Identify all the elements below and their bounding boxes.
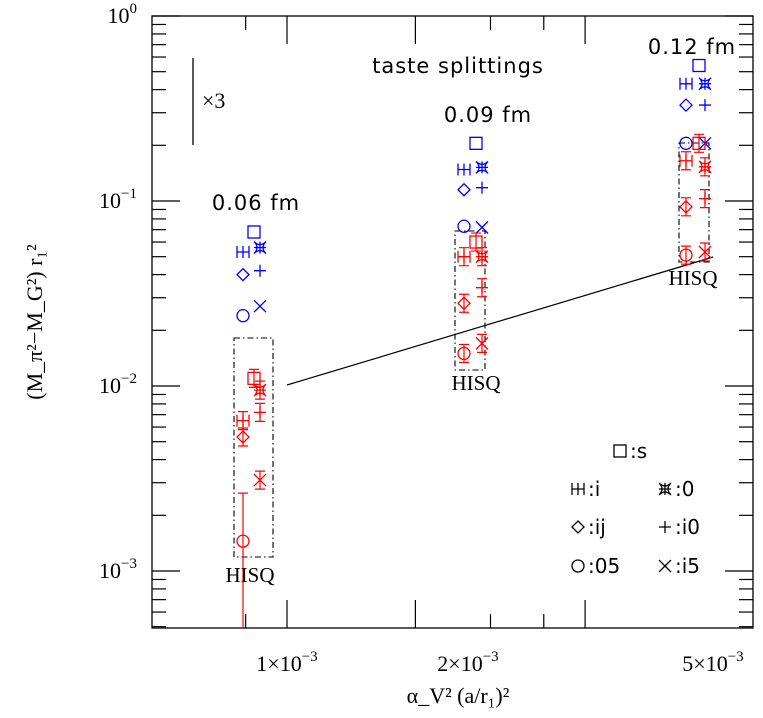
plus-mark [659, 521, 671, 533]
hisq-label: HISQ [225, 563, 274, 587]
y-tick-labels: 100 10−1 10−2 10−3 [99, 1, 137, 583]
annotations: taste splittings ×3 0.06 fm HISQ 0.09 fm HIS… [202, 35, 736, 587]
y-tick-label: 10−1 [99, 186, 137, 213]
legend-symbol-circle [572, 560, 584, 572]
x-tick-labels: 1×10−3 2×10−3 5×10−3 [256, 649, 743, 676]
plus-bar-mark [680, 78, 692, 90]
lattice-spacing-label: 0.06 fm [212, 191, 300, 215]
data-point-asqtad [680, 78, 692, 90]
concave-mark [254, 242, 266, 254]
error-bar [681, 246, 691, 264]
diamond-mark [572, 521, 584, 533]
plus-bar-mark [572, 483, 584, 495]
legend-symbol-plus-bar [572, 483, 584, 495]
data-point-asqtad [254, 242, 266, 254]
legend-symbol-concave [659, 483, 671, 495]
diamond-mark [237, 269, 249, 281]
x-tick-label: 1×10−3 [256, 649, 317, 676]
data-point-asqtad [476, 221, 488, 233]
legend-label: :05 [588, 554, 620, 578]
diamond-mark [680, 99, 692, 111]
fit-line [287, 257, 713, 385]
square-mark [693, 60, 705, 72]
error-bar [255, 471, 265, 489]
legend-symbol-cross [659, 560, 671, 572]
data-point-asqtad [237, 269, 249, 281]
circle-mark [572, 560, 584, 572]
hisq-label: HISQ [668, 266, 717, 290]
square-mark [248, 226, 260, 238]
data-point-asqtad [699, 99, 711, 111]
data-point-asqtad [680, 99, 692, 111]
legend-symbol-plus [659, 521, 671, 533]
x-axis-title: α_V² (a/r₁)² [407, 683, 510, 708]
y-tick-label: 10−2 [99, 371, 137, 398]
data-point-asqtad [693, 60, 705, 72]
square-mark [470, 137, 482, 149]
data-point-asqtad [458, 164, 470, 176]
error-bar [459, 344, 469, 362]
y-tick-label: 10−3 [99, 556, 137, 583]
data-point-asqtad [237, 246, 249, 258]
circle-mark [237, 310, 249, 322]
legend-label: :i0 [675, 515, 700, 539]
lattice-spacing-label: 0.12 fm [648, 35, 736, 59]
data-point-asqtad [470, 137, 482, 149]
data-point-asqtad [476, 161, 488, 173]
cross-mark [476, 221, 488, 233]
axis-titles: α_V² (a/r₁)² (M_π²−M_G²) r₁² [22, 244, 510, 708]
y-tick-label: 100 [108, 1, 138, 28]
cross-mark [659, 560, 671, 572]
data-point-asqtad [237, 310, 249, 322]
legend-label: :0 [675, 477, 694, 501]
data-point-asqtad [476, 182, 488, 194]
data-point-asqtad [248, 226, 260, 238]
error-bar [681, 198, 691, 216]
hisq-boxes [234, 143, 709, 557]
scale-bar-label: ×3 [202, 88, 225, 113]
data-points [237, 60, 711, 628]
x-tick-label: 2×10−3 [437, 649, 498, 676]
plus-bar-mark [237, 246, 249, 258]
legend-label: :i [588, 477, 600, 501]
y-axis-title: (M_π²−M_G²) r₁² [22, 244, 47, 400]
plus-mark [476, 182, 488, 194]
legend-label: :s [630, 439, 647, 463]
lattice-spacing-label: 0.09 fm [444, 103, 532, 127]
hisq-label: HISQ [451, 371, 500, 395]
data-point-asqtad [458, 184, 470, 196]
legend-label: :i5 [675, 554, 700, 578]
chart-title: taste splittings [372, 54, 544, 78]
diamond-mark [458, 184, 470, 196]
x-tick-label: 5×10−3 [682, 649, 743, 676]
data-point-asqtad [254, 265, 266, 277]
data-point-asqtad [699, 78, 711, 90]
legend-symbol-diamond [572, 521, 584, 533]
error-bar [459, 294, 469, 312]
concave-mark [699, 78, 711, 90]
legend: :s :i :0 :ij :i0 :05 :i5 [572, 439, 700, 578]
fit-line-segment [287, 257, 713, 385]
plus-mark [699, 99, 711, 111]
cross-mark [254, 300, 266, 312]
square-mark [614, 445, 626, 457]
plus-bar-mark [458, 164, 470, 176]
error-bar [238, 428, 248, 446]
plus-mark [254, 265, 266, 277]
legend-label: :ij [588, 515, 606, 539]
legend-symbol-square [614, 445, 626, 457]
concave-mark [476, 161, 488, 173]
error-bar [238, 493, 248, 628]
data-point-asqtad [254, 300, 266, 312]
concave-mark [659, 483, 671, 495]
